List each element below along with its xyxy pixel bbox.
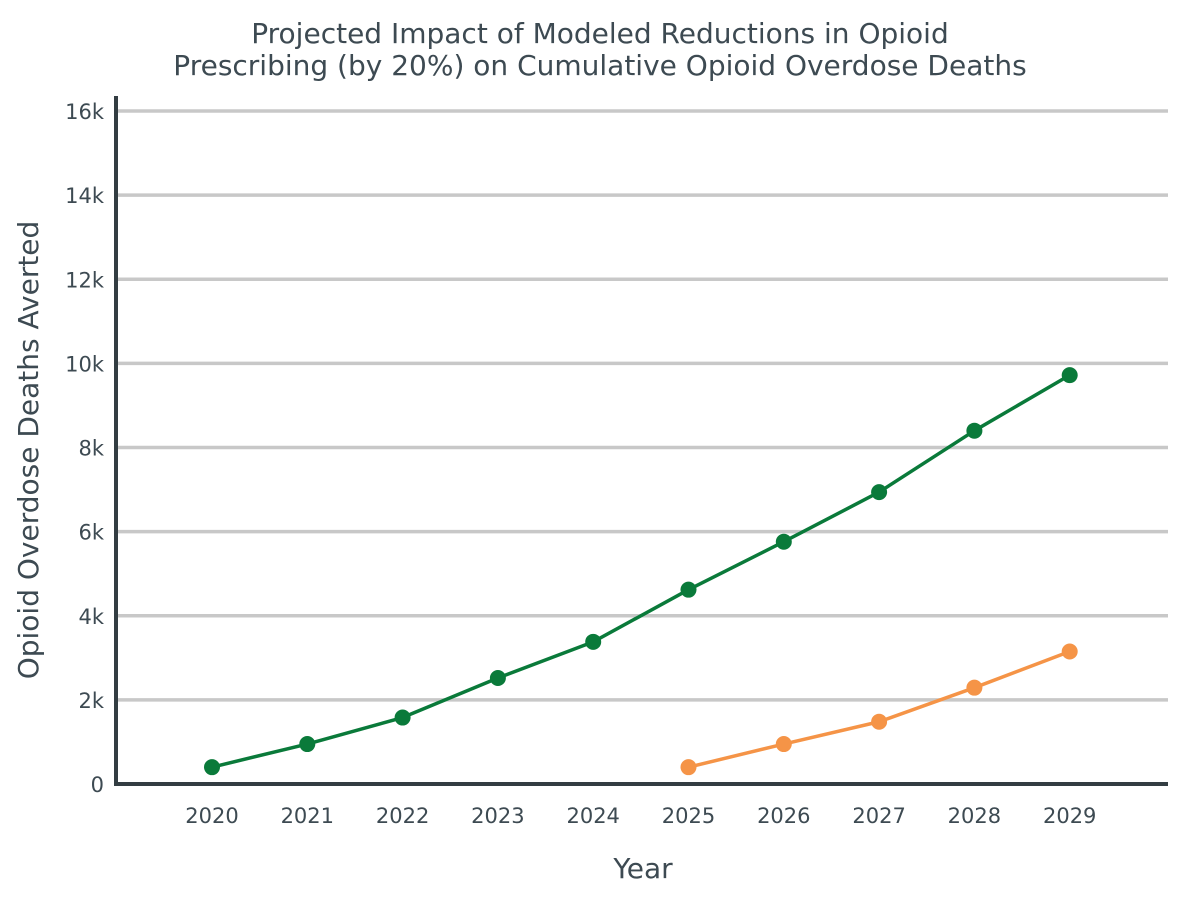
x-tick-label: 2027 [852, 804, 905, 828]
chart-title: Projected Impact of Modeled Reductions i… [173, 17, 1026, 82]
x-axis-ticks: 2020 2021 2022 2023 2024 2025 2026 2027 2028 2029 [185, 804, 1096, 828]
data-point [966, 422, 983, 439]
y-tick-label: 0 [91, 773, 104, 797]
series-line [686, 649, 1072, 769]
series-2 [680, 643, 1078, 776]
x-tick-label: 2026 [757, 804, 810, 828]
y-tick-label: 12k [65, 268, 105, 292]
series-1 [204, 367, 1078, 776]
series-line [210, 373, 1072, 769]
y-tick-label: 8k [78, 437, 104, 461]
data-point [1061, 643, 1078, 660]
x-tick-label: 2020 [185, 804, 238, 828]
data-point [489, 670, 506, 687]
y-tick-label: 4k [78, 605, 104, 629]
data-point [871, 713, 888, 730]
series [204, 367, 1078, 776]
data-point [585, 633, 602, 650]
chart-title-line-2: Prescribing (by 20%) on Cumulative Opioi… [173, 49, 1026, 82]
x-tick-label: 2022 [376, 804, 429, 828]
y-tick-label: 16k [65, 100, 105, 124]
data-point [680, 759, 697, 776]
y-tick-label: 6k [78, 521, 104, 545]
data-point [1061, 367, 1078, 384]
y-tick-label: 10k [65, 352, 105, 376]
y-tick-label: 2k [78, 689, 104, 713]
data-point [394, 709, 411, 726]
data-point [204, 759, 220, 776]
data-point [775, 736, 792, 753]
x-tick-label: 2029 [1043, 804, 1096, 828]
x-tick-label: 2028 [948, 804, 1001, 828]
x-axis-label: Year [612, 852, 673, 885]
x-tick-label: 2021 [281, 804, 334, 828]
data-point [775, 533, 792, 550]
x-tick-label: 2024 [566, 804, 619, 828]
x-tick-label: 2023 [471, 804, 524, 828]
data-point [299, 736, 316, 753]
y-tick-label: 14k [65, 184, 105, 208]
data-point [966, 679, 983, 696]
data-point [680, 581, 697, 598]
x-tick-label: 2025 [662, 804, 715, 828]
gridlines [116, 109, 1168, 702]
y-axis-ticks: 0 2k 4k 6k 8k 10k 12k 14k 16k [65, 100, 105, 797]
y-axis-label: Opioid Overdose Deaths Averted [12, 221, 45, 680]
chart-title-line-1: Projected Impact of Modeled Reductions i… [251, 17, 948, 50]
data-point [871, 484, 888, 501]
